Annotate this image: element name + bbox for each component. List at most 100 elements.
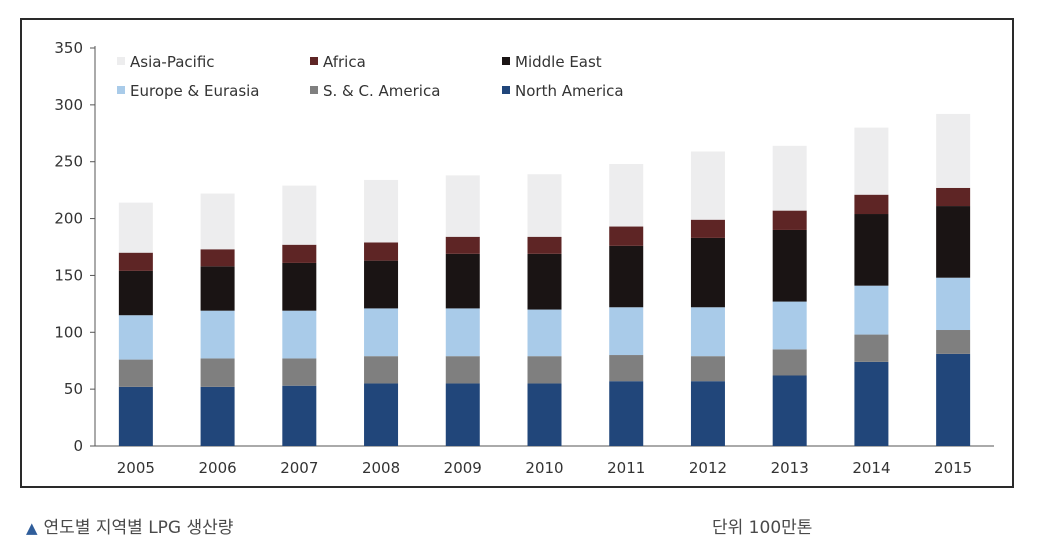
caption-text: 연도별 지역별 LPG 생산량 <box>43 518 234 538</box>
bar-segment <box>282 262 317 311</box>
legend-swatch <box>310 57 318 65</box>
bar-segment <box>445 253 480 309</box>
bar-segment <box>282 358 317 386</box>
bar-segment <box>609 355 644 382</box>
legend-label: S. & C. America <box>323 82 440 100</box>
bar-segment <box>364 260 399 309</box>
bar-segment <box>936 187 971 207</box>
bar-segment <box>936 330 971 354</box>
bar-segment <box>690 307 725 357</box>
legend-label: Africa <box>323 53 366 71</box>
bar-segment <box>609 245 644 308</box>
bar-segment <box>282 185 317 245</box>
legend-swatch <box>117 86 125 94</box>
bar-segment <box>609 226 644 246</box>
y-tick-label: 150 <box>54 266 83 284</box>
bar-segment <box>690 237 725 308</box>
legend-swatch <box>117 57 125 65</box>
bar-segment <box>118 359 153 387</box>
bar-segment <box>445 383 480 446</box>
bar-segment <box>690 219 725 238</box>
y-tick-label: 50 <box>64 380 83 398</box>
bar-segment <box>772 349 807 376</box>
stacked-bar-chart: 0 50 100 150 200 250 300 350 2005 2006 2007 2008 200… <box>54 39 994 477</box>
bar-segment <box>282 310 317 359</box>
x-tick-label: 2007 <box>280 459 318 477</box>
x-tick-label: 2008 <box>362 459 400 477</box>
legend-label: Europe & Eurasia <box>130 82 260 100</box>
bar-segment <box>527 236 562 254</box>
bar-segment <box>527 253 562 310</box>
bar-segment <box>527 383 562 446</box>
bar-segment <box>772 301 807 350</box>
bar-segment <box>936 353 971 446</box>
x-tick-label: 2005 <box>117 459 155 477</box>
bar-segment <box>118 202 153 253</box>
bar-segment <box>364 356 399 384</box>
bar-segment <box>772 210 807 230</box>
bar-segment <box>690 381 725 446</box>
bar-segment <box>936 206 971 278</box>
bar-segment <box>364 242 399 261</box>
bar-segment <box>118 270 153 316</box>
x-tick-label: 2013 <box>771 459 809 477</box>
bar-segment <box>282 385 317 446</box>
bar-segment <box>118 315 153 360</box>
x-tick-label: 2011 <box>607 459 645 477</box>
bar-segment <box>772 145 807 211</box>
chart-frame: 0 50 100 150 200 250 300 350 2005 2006 2007 2008 200… <box>20 18 1014 488</box>
bar-segment <box>200 358 235 387</box>
legend-label: North America <box>515 82 624 100</box>
bar-segment <box>200 386 235 446</box>
bar-segment <box>854 361 889 446</box>
bar-segment <box>364 383 399 446</box>
y-tick-label: 300 <box>54 96 83 114</box>
x-tick-label: 2015 <box>934 459 972 477</box>
bar-segment <box>445 308 480 357</box>
y-tick-label: 200 <box>54 210 83 228</box>
bar-segment <box>282 244 317 263</box>
bar-segment <box>445 175 480 237</box>
bar-segment <box>772 375 807 446</box>
x-tick-label: 2014 <box>852 459 890 477</box>
bar-segment <box>690 356 725 382</box>
bar-segment <box>772 229 807 302</box>
bar-segment <box>527 309 562 357</box>
bar-segment <box>200 310 235 359</box>
y-tick-label: 250 <box>54 153 83 171</box>
bar-segment <box>854 127 889 195</box>
x-tick-label: 2012 <box>689 459 727 477</box>
unit-label: 단위 100만톤 <box>712 518 813 538</box>
legend-swatch <box>502 57 510 65</box>
bar-segment <box>364 179 399 243</box>
bar-segment <box>200 266 235 311</box>
bar-segment <box>445 236 480 254</box>
legend-label: Asia-Pacific <box>130 53 215 71</box>
bar-segment <box>854 285 889 335</box>
bar-segment <box>854 194 889 215</box>
bar-segment <box>936 277 971 331</box>
bar-segment <box>936 113 971 188</box>
x-tick-label: 2010 <box>525 459 563 477</box>
bar-segment <box>690 151 725 220</box>
y-tick-label: 100 <box>54 323 83 341</box>
bar-segment <box>445 356 480 384</box>
bar-segment <box>609 163 644 227</box>
legend-swatch <box>310 86 318 94</box>
bar-segment <box>364 308 399 357</box>
bar-segment <box>527 356 562 384</box>
bar-segment <box>118 252 153 271</box>
legend-swatch <box>502 86 510 94</box>
x-tick-label: 2006 <box>198 459 236 477</box>
y-tick-label: 350 <box>54 39 83 57</box>
triangle-icon: ▲ <box>26 519 38 537</box>
y-tick-label: 0 <box>73 437 83 455</box>
bar-segment <box>527 174 562 237</box>
bar-segment <box>854 334 889 362</box>
bar-segment <box>854 214 889 286</box>
bar-segment <box>609 307 644 356</box>
bar-segment <box>200 249 235 267</box>
legend-label: Middle East <box>515 53 602 71</box>
bar-segment <box>118 386 153 446</box>
chart-caption: ▲ 연도별 지역별 LPG 생산량 <box>26 513 233 538</box>
